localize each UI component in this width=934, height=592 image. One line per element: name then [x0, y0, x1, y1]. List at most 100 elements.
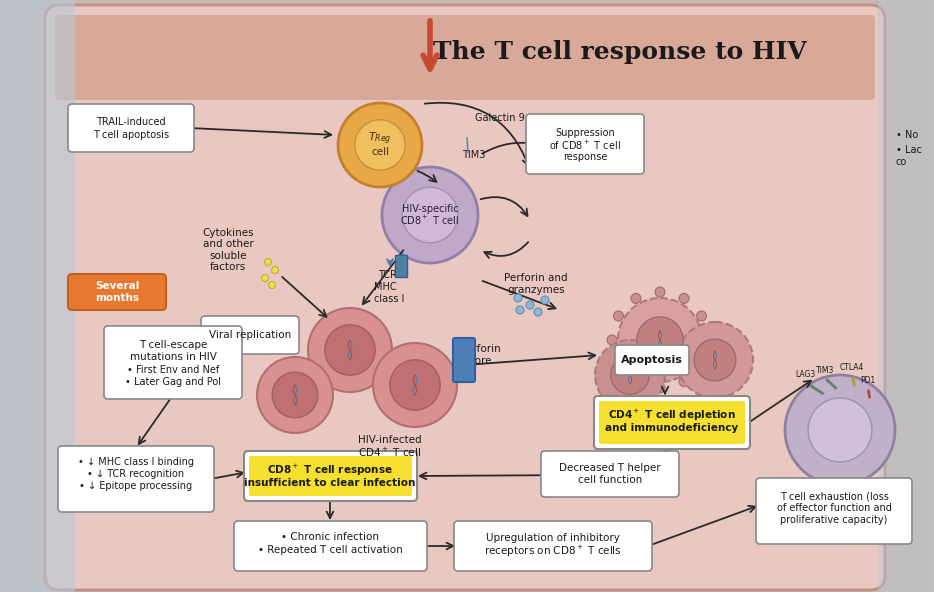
Circle shape	[677, 322, 753, 398]
Circle shape	[257, 357, 333, 433]
Text: CD4$^+$ T cell depletion: CD4$^+$ T cell depletion	[608, 407, 736, 423]
Circle shape	[325, 325, 375, 375]
Text: of CD8$^+$ T cell: of CD8$^+$ T cell	[549, 139, 621, 152]
Text: TIM3: TIM3	[815, 366, 834, 375]
Text: HIV-infected: HIV-infected	[358, 435, 422, 445]
Text: and immunodeficiency: and immunodeficiency	[605, 423, 739, 433]
Text: • Later Gag and Pol: • Later Gag and Pol	[125, 377, 221, 387]
Circle shape	[631, 294, 641, 304]
Text: insufficient to clear infection: insufficient to clear infection	[245, 478, 416, 488]
FancyBboxPatch shape	[878, 0, 934, 592]
Text: proliferative capacity): proliferative capacity)	[780, 515, 887, 525]
FancyBboxPatch shape	[615, 345, 689, 375]
Text: • ↓ MHC class I binding: • ↓ MHC class I binding	[78, 457, 194, 467]
Circle shape	[382, 167, 478, 263]
Text: CD4$^+$ T cell: CD4$^+$ T cell	[359, 445, 421, 459]
Circle shape	[697, 311, 706, 321]
FancyBboxPatch shape	[594, 396, 750, 449]
Circle shape	[618, 298, 702, 382]
Circle shape	[808, 398, 872, 462]
Bar	[395, 255, 407, 277]
Circle shape	[607, 335, 617, 345]
Circle shape	[694, 339, 736, 381]
FancyBboxPatch shape	[599, 401, 745, 444]
Text: • Repeated T cell activation: • Repeated T cell activation	[258, 545, 403, 555]
FancyBboxPatch shape	[526, 114, 644, 174]
Circle shape	[262, 275, 268, 282]
FancyBboxPatch shape	[454, 521, 652, 571]
Text: Perforin and: Perforin and	[504, 273, 568, 283]
Text: mutations in HIV: mutations in HIV	[130, 352, 217, 362]
Text: TIM3: TIM3	[462, 150, 486, 160]
FancyBboxPatch shape	[68, 274, 166, 310]
FancyBboxPatch shape	[55, 15, 875, 100]
Circle shape	[389, 360, 440, 410]
Circle shape	[631, 377, 641, 387]
FancyBboxPatch shape	[244, 451, 417, 501]
FancyBboxPatch shape	[104, 326, 242, 399]
FancyBboxPatch shape	[541, 451, 679, 497]
Text: class I: class I	[374, 294, 404, 304]
Text: • ↓ Epitope processing: • ↓ Epitope processing	[79, 481, 192, 491]
Text: of effector function and: of effector function and	[776, 503, 891, 513]
Text: cell function: cell function	[578, 475, 643, 485]
Text: granzymes: granzymes	[507, 285, 565, 295]
Circle shape	[355, 120, 405, 170]
FancyBboxPatch shape	[453, 338, 475, 382]
Circle shape	[614, 311, 623, 321]
Text: • Chronic infection: • Chronic infection	[281, 532, 379, 542]
Text: HIV-specific: HIV-specific	[402, 204, 459, 214]
Circle shape	[516, 306, 524, 314]
Text: response: response	[563, 152, 607, 162]
Circle shape	[611, 356, 649, 394]
Circle shape	[272, 372, 318, 418]
Circle shape	[373, 343, 457, 427]
Circle shape	[272, 266, 278, 274]
Circle shape	[679, 377, 689, 387]
Text: • First Env and Nef: • First Env and Nef	[127, 365, 219, 375]
Circle shape	[541, 296, 549, 304]
Text: co: co	[896, 157, 907, 167]
Circle shape	[514, 294, 522, 302]
Text: The T cell response to HIV: The T cell response to HIV	[433, 40, 807, 64]
Text: MHC: MHC	[374, 282, 397, 292]
Text: CTLA4: CTLA4	[840, 363, 864, 372]
Text: Decreased T helper: Decreased T helper	[559, 463, 661, 473]
Text: • Lac: • Lac	[896, 145, 922, 155]
Circle shape	[403, 187, 458, 243]
Text: Suppression: Suppression	[555, 128, 615, 138]
Text: cell: cell	[371, 147, 389, 157]
FancyBboxPatch shape	[45, 5, 885, 590]
FancyBboxPatch shape	[201, 316, 299, 354]
Text: Perforin
pore: Perforin pore	[460, 344, 501, 366]
Text: PD1: PD1	[860, 376, 875, 385]
Text: Several
months: Several months	[95, 281, 139, 303]
Text: T cell exhaustion (loss: T cell exhaustion (loss	[780, 491, 888, 501]
Text: Apoptosis: Apoptosis	[621, 355, 683, 365]
Circle shape	[614, 359, 623, 369]
Text: TCR: TCR	[378, 270, 397, 280]
FancyBboxPatch shape	[234, 521, 427, 571]
Circle shape	[308, 308, 392, 392]
FancyBboxPatch shape	[756, 478, 912, 544]
FancyBboxPatch shape	[58, 446, 214, 512]
Text: Upregulation of inhibitory: Upregulation of inhibitory	[486, 533, 620, 543]
Circle shape	[655, 287, 665, 297]
Circle shape	[679, 294, 689, 304]
Text: Galectin 9: Galectin 9	[475, 113, 525, 123]
Text: T cell-escape: T cell-escape	[139, 340, 207, 350]
FancyBboxPatch shape	[0, 0, 75, 592]
Text: T cell apoptosis: T cell apoptosis	[93, 130, 169, 140]
Circle shape	[595, 340, 665, 410]
FancyBboxPatch shape	[68, 104, 194, 152]
Text: • ↓ TCR recognition: • ↓ TCR recognition	[88, 469, 185, 479]
Circle shape	[637, 317, 683, 363]
Text: TRAIL-induced: TRAIL-induced	[96, 117, 166, 127]
Circle shape	[526, 301, 534, 309]
Circle shape	[338, 103, 422, 187]
Circle shape	[697, 359, 706, 369]
Text: CD8$^+$ T cell: CD8$^+$ T cell	[401, 214, 460, 227]
Text: receptors on CD8$^+$ T cells: receptors on CD8$^+$ T cells	[484, 543, 622, 558]
Circle shape	[703, 335, 713, 345]
Circle shape	[268, 282, 276, 288]
